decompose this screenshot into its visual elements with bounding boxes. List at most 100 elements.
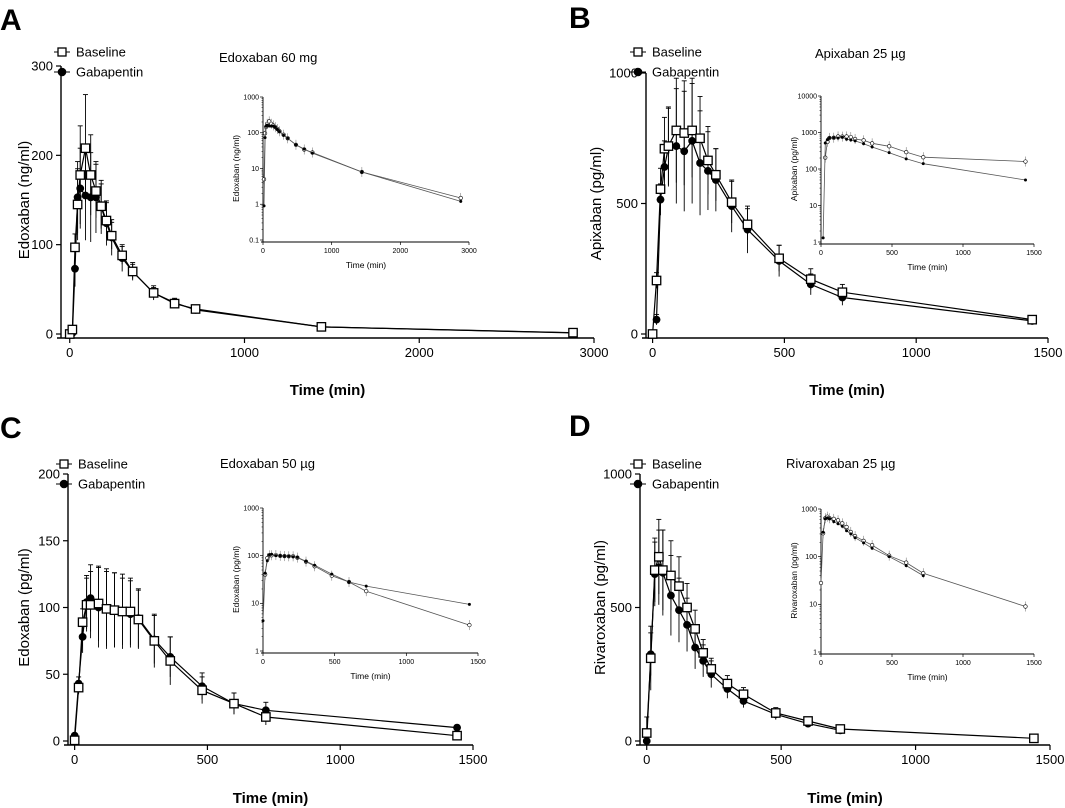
panel-a-legend-baseline: Baseline [76,45,126,60]
panel-a-inset-y-tick-label: 100 [247,130,259,137]
panel-b-legend: Baseline Gabapentin [630,45,719,80]
panel-a-inset-y-tick-label: 10 [251,166,259,173]
panel-b-inset: 1 10 100 1000 10000 0 500 1000 1500 Time (min) Api… [789,93,1042,272]
panel-d-legend-gabapentin: Gabapentin [652,477,719,492]
panel-a-series-baseline-point [70,242,80,253]
panel-d-inset-series-gabapentin-point [853,536,857,540]
panel-b-series-baseline-point [695,133,705,144]
panel-a-inset-y-tick-label: 1 [255,202,259,209]
panel-b-y-tick-label: 1000 [609,66,638,81]
panel-d-series-baseline [641,518,1039,744]
panel-a-legend: Baseline Gabapentin [54,45,143,80]
panel-d-title: Rivaroxaban 25 µg [786,456,895,471]
panel-c-series-baseline-point [109,605,120,616]
panel-d-series-baseline-point [803,716,813,726]
panel-d-inset-series-baseline-point [818,580,824,586]
panel-a-y-tick-label: 100 [31,237,53,252]
panel-a-series-baseline-point [169,298,180,309]
panel-a-inset-x-label: Time (min) [346,260,386,270]
panel-d-series-baseline-point [706,664,717,674]
panel-b-series-baseline-point [647,329,658,339]
panel-d-series-baseline-point [770,708,781,718]
panel-a-legend-marker-baseline [57,47,67,57]
panel-d-y-label: Rivaroxaban (pg/ml) [592,540,609,675]
panel-d-inset-x-tick-label: 1500 [1026,660,1042,667]
panel-c-x-tick-label: 0 [71,752,78,767]
panel-c-inset-series-gabapentin-point [270,552,274,556]
panel-c-inset-series-gabapentin-point [313,563,317,567]
panel-b-inset-y-tick-label: 10000 [798,93,818,100]
panel-b-inset-series-gabapentin-line [822,136,1026,238]
panel-d-inset-series-baseline-point [844,524,849,530]
panel-a-y-tick-label: 200 [31,148,53,163]
panel-b-inset-x-tick-label: 500 [886,250,898,257]
panel-b-inset-series-gabapentin-point [1023,178,1027,182]
panel-b-inset-series-baseline-point [870,141,875,146]
panel-a-inset-x-tick-label: 1000 [324,248,340,255]
panel-b-inset-series-gabapentin-point [853,139,857,143]
panel-a-series-baseline-point [67,324,78,335]
panel-d-x-tick-label: 1500 [1036,752,1065,767]
panel-b-inset-series-gabapentin-point [840,135,844,139]
panel-d-legend-marker-baseline [633,459,643,469]
panel-a-x-tick-label: 3000 [580,345,609,360]
panel-a-inset-series-gabapentin-point [360,170,364,174]
panel-c-y-tick-label: 50 [46,667,60,682]
panel-c-series-baseline-point [73,682,84,693]
panel-d-x-label: Time (min) [807,790,883,807]
panel-c-inset-series-gabapentin-point [263,571,267,575]
panel-d-inset-series-baseline-point [1023,604,1028,609]
panel-c-inset-series-gabapentin-point [287,554,291,558]
panel-d-inset-series-gabapentin-point [828,517,832,521]
panel-d-series-baseline-point [682,602,692,613]
panel-a-inset-series-gabapentin-point [310,151,314,155]
panel-d-inset-y-tick-label: 100 [805,554,817,561]
panel-a-inset-series-gabapentin-point [294,143,298,147]
panel-c-inset-series-baseline-point [467,622,472,628]
panel-d-x-tick-label: 500 [770,752,792,767]
panel-d-inset-y-label: Rivaroxaban (pg/ml) [789,542,799,619]
panel-a-letter: A [0,4,22,37]
panel-c-inset-series-baseline [263,550,472,631]
panel-d-inset-y-tick-label: 1 [813,649,817,656]
panel-c-inset-x-tick-label: 500 [329,659,341,666]
panel-c-inset-series-gabapentin-point [261,619,265,623]
panel-c-y-label: Edoxaban (pg/ml) [16,548,33,666]
panel-b-inset-series-baseline-point [844,134,849,139]
panel-a-inset-x-tick-label: 2000 [393,248,409,255]
panel-b-inset-series-baseline-point [904,150,909,155]
panel-c-letter: C [0,412,22,445]
panel-a-series-baseline-point [148,288,159,298]
panel-d-inset-series-gabapentin-point [849,532,853,536]
panel-a-inset-x-tick-label: 0 [261,248,265,255]
panel-a-x-label: Time (min) [290,382,366,399]
panel-d-series-gabapentin [642,529,845,745]
panel-a-y-tick-label: 0 [46,327,53,342]
panel-c-inset-series-gabapentin-point [304,559,308,563]
panel-b-inset-series-gabapentin-point [921,162,925,166]
panel-b-inset-x-tick-label: 1000 [955,250,971,257]
panel-a-inset-series-gabapentin-point [277,130,281,134]
panel-b-series-baseline-point [837,287,848,298]
panel-d-series-baseline-point [649,565,660,575]
panel-c-inset-series-baseline-point [364,589,369,594]
panel-a-inset-series-gabapentin-point [302,147,306,151]
panel-c-legend-marker-gabapentin [59,479,69,489]
panel-d-inset-series-baseline [818,511,1028,612]
panel-d-inset-x-tick-label: 500 [886,660,898,667]
panel-c-inset-x-tick-label: 1000 [399,659,415,666]
panel-a-inset-series-gabapentin-point [286,136,290,140]
panel-d-y-tick-label: 500 [610,600,632,615]
panel-a-legend-marker-gabapentin [57,67,67,77]
panel-b-inset-series-gabapentin-point [904,157,908,161]
panel-c-series-baseline-point [165,656,176,666]
panel-b-inset-series-gabapentin-point [823,141,827,145]
panel-b-series-baseline-point [663,141,674,151]
panel-c-inset-series-gabapentin-point [278,554,282,558]
panel-a-inset-series-gabapentin-point [282,133,286,137]
panel-a-series-baseline-point [316,322,327,332]
panel-d-inset-series-gabapentin-point [870,546,874,550]
panel-a-y-tick-label: 300 [31,59,53,74]
panel-b-inset-series-gabapentin-point [828,136,832,140]
